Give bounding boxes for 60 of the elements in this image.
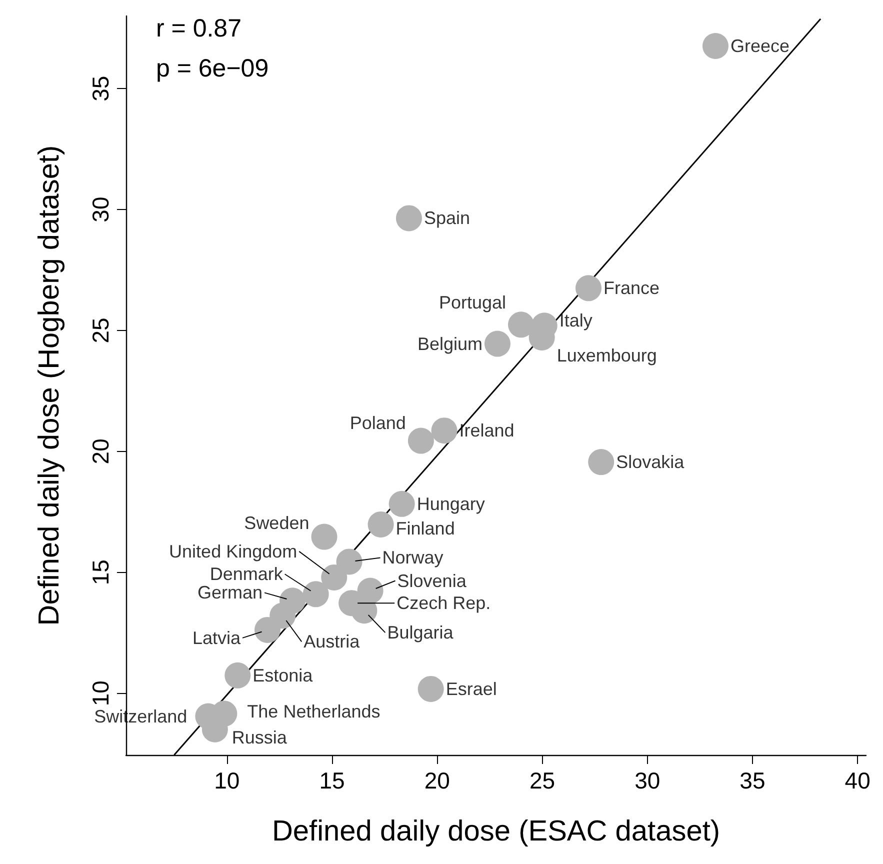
y-tick-label: 25 (88, 318, 114, 344)
x-tick-label: 25 (529, 768, 556, 794)
point (431, 418, 458, 444)
annotation: Poland (350, 412, 406, 433)
point (408, 428, 434, 454)
y-axis-title: Defined daily dose (Hogberg dataset) (34, 145, 66, 626)
annotation: Ireland (459, 420, 514, 441)
point (311, 524, 338, 550)
annotation: Sweden (244, 512, 310, 533)
point (418, 676, 444, 702)
y-tick-label: 20 (88, 438, 114, 464)
annotation: Denmark (210, 564, 284, 584)
x-tick-label: 20 (424, 768, 450, 794)
x-tick-label: 30 (634, 768, 660, 794)
annotation: United Kingdom (169, 541, 298, 562)
point (588, 449, 614, 476)
annotation: Czech Rep. (396, 593, 491, 614)
point (302, 581, 329, 608)
annotation: r = 0.87 (156, 14, 242, 42)
annotation: France (604, 278, 660, 298)
y-tick-label: 35 (88, 76, 114, 102)
annotation: Esrael (446, 678, 497, 699)
annotation: Latvia (192, 628, 242, 648)
annotation: Russia (232, 727, 288, 748)
point (368, 511, 394, 538)
annotation: Hungary (416, 494, 485, 514)
annotation: Portugal (438, 292, 506, 313)
annotation: German (197, 582, 263, 603)
point (321, 564, 348, 590)
annotation: Slovakia (616, 452, 686, 472)
annotation: Bulgaria (387, 622, 454, 643)
y-tick-label: 30 (88, 196, 114, 222)
x-axis-title: Defined daily dose (ESAC dataset) (272, 816, 720, 848)
x-tick-label: 35 (740, 768, 766, 794)
point (224, 662, 251, 688)
point (254, 616, 280, 643)
point (396, 205, 422, 232)
x-tick-label: 40 (844, 768, 870, 794)
y-tick-label: 15 (88, 560, 114, 586)
annotation: Luxembourg (556, 345, 657, 366)
annotation: Belgium (417, 334, 482, 354)
point (508, 312, 534, 338)
annotation: Finland (396, 518, 455, 538)
annotation: Austria (304, 632, 361, 652)
annotation: Estonia (252, 665, 314, 686)
annotation: Greece (730, 36, 790, 56)
annotation: Slovenia (397, 570, 468, 591)
annotation: Norway (382, 548, 444, 568)
annotation: The Netherlands (247, 702, 380, 722)
annotation: p = 6e−09 (156, 54, 269, 82)
x-tick-label: 10 (214, 768, 240, 794)
point (336, 548, 362, 575)
y-tick-label: 10 (88, 680, 114, 706)
point (484, 330, 510, 357)
annotation: Spain (424, 208, 470, 228)
point (388, 490, 415, 517)
annotation: Italy (559, 310, 592, 331)
point (702, 33, 728, 59)
point (576, 275, 602, 302)
x-tick-label: 15 (319, 768, 345, 794)
